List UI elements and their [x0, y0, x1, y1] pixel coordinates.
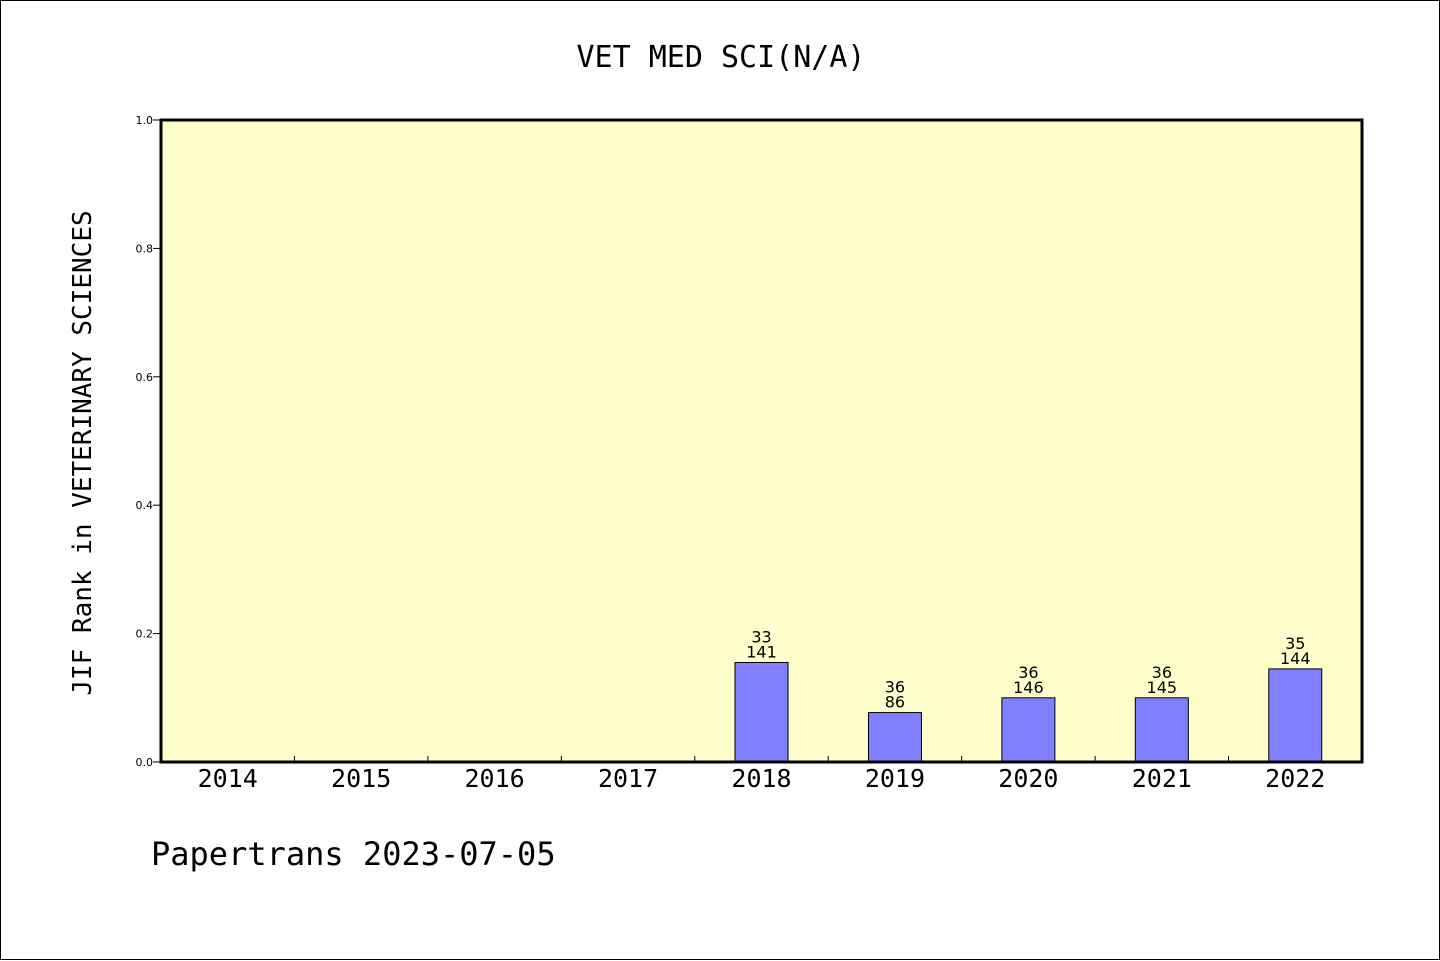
x-axis-labels: 2014 2015 2016 2017 2018 2019 2020 2021 2022: [198, 764, 1326, 793]
x-tick-label: 2016: [465, 764, 525, 793]
x-tick-label: 2014: [198, 764, 258, 793]
bar-rank-label: 36: [1152, 663, 1172, 682]
x-tick-label: 2022: [1265, 764, 1325, 793]
y-axis-label: JIF Rank in VETERINARY SCIENCES: [68, 210, 98, 695]
bar-total-label: 141: [746, 642, 777, 661]
x-tick-label: 2017: [598, 764, 658, 793]
bar-2018: [734, 661, 789, 763]
bar-total-label: 86: [885, 693, 905, 712]
bar-total-label: 144: [1280, 649, 1311, 668]
y-axis-ticks: 0.0 0.2 0.4 0.6 0.8 1.0: [136, 114, 161, 769]
footer-text: Papertrans 2023-07-05: [151, 835, 556, 873]
bar-rank-label: 36: [1018, 663, 1038, 682]
bar-rank-label: 36: [885, 678, 905, 697]
y-tick-label: 0.4: [136, 499, 154, 512]
bar-rank-label: 33: [751, 627, 771, 646]
bar-total-label: 146: [1013, 678, 1044, 697]
plot-border: [159, 118, 1364, 764]
x-tick-label: 2018: [731, 764, 791, 793]
chart-title: VET MED SCI(N/A): [577, 40, 866, 75]
y-tick-label: 1.0: [136, 114, 154, 127]
bar-series: [734, 661, 1323, 763]
x-tick-label: 2021: [1132, 764, 1192, 793]
bar-rank-label: 35: [1285, 634, 1305, 653]
bar-total-label: 145: [1147, 678, 1178, 697]
bar-2022: [1268, 668, 1323, 763]
x-tick-label: 2019: [865, 764, 925, 793]
y-tick-label: 0.6: [136, 371, 154, 384]
y-tick-label: 0.8: [136, 242, 154, 255]
bar-2019: [867, 712, 922, 763]
x-tick-label: 2015: [331, 764, 391, 793]
y-tick-label: 0.2: [136, 628, 154, 641]
x-tick-label: 2020: [998, 764, 1058, 793]
bar-2020: [1001, 697, 1056, 763]
plot-area: [161, 120, 1362, 762]
bar-2021: [1134, 697, 1189, 763]
y-tick-label: 0.0: [136, 756, 154, 769]
